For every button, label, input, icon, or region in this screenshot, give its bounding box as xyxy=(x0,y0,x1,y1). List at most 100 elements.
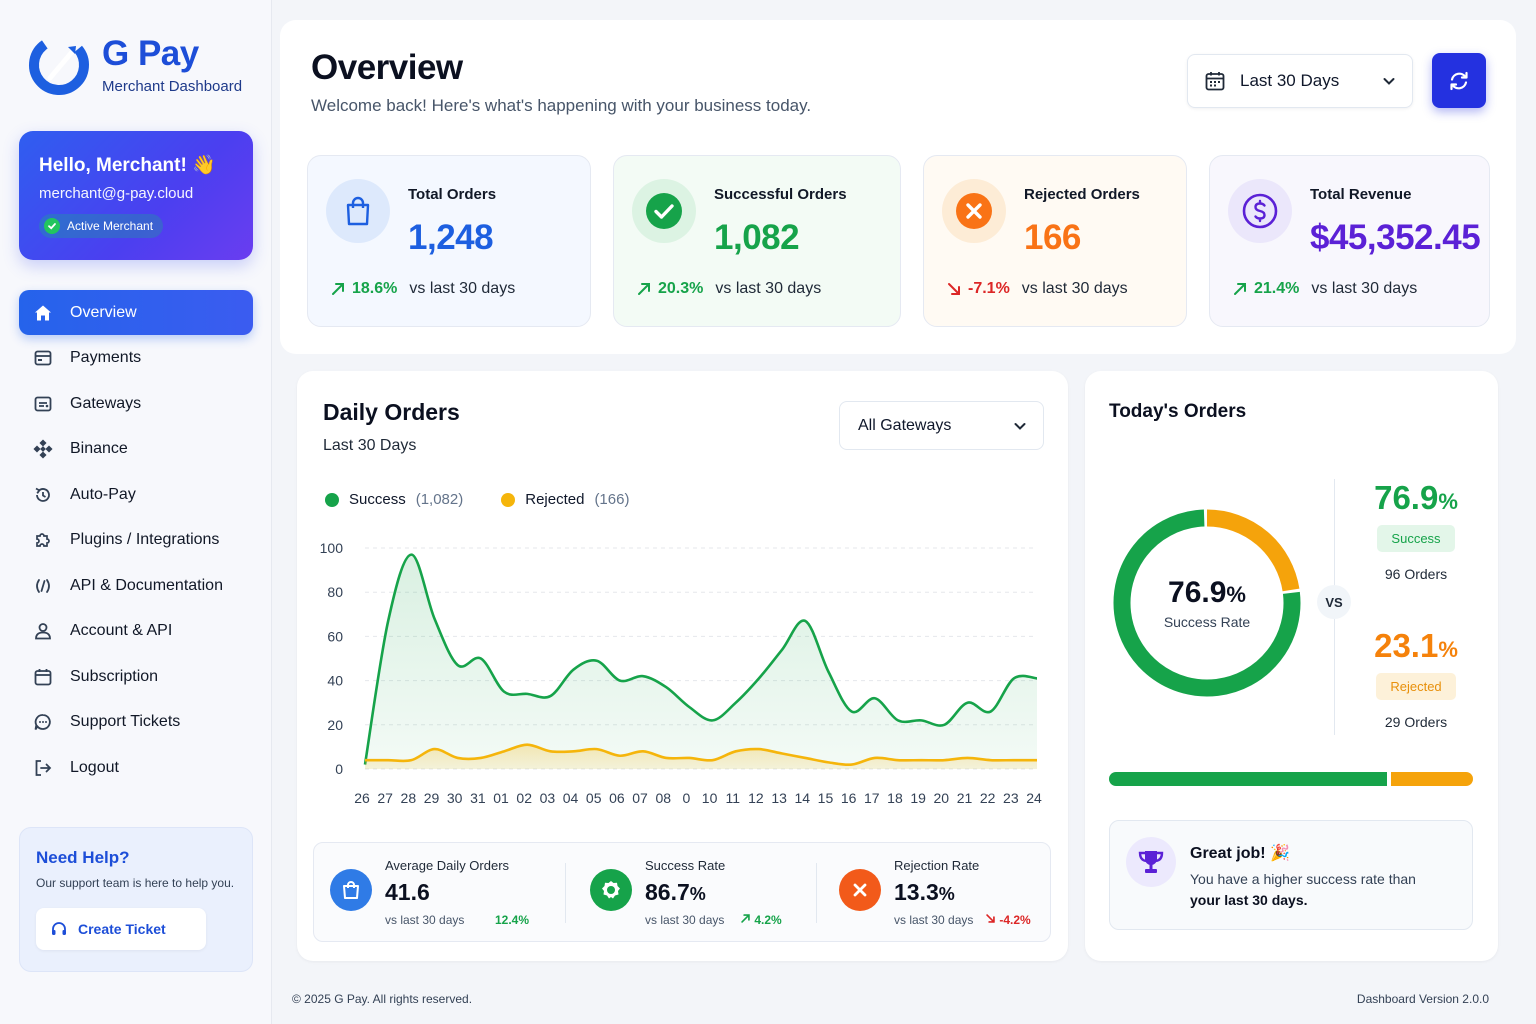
x-circle-icon xyxy=(839,869,881,911)
stat-value: 1,082 xyxy=(714,218,800,257)
mini-vs: vs last 30 days xyxy=(645,913,725,927)
x-tick-label: 17 xyxy=(864,790,880,806)
x-tick-label: 20 xyxy=(934,790,950,806)
x-tick-label: 16 xyxy=(841,790,857,806)
stat-label: Rejected Orders xyxy=(1024,186,1140,203)
legend-dot-rejected xyxy=(501,492,516,507)
success-summary: 76.9% Success 96 Orders xyxy=(1366,479,1466,582)
donut-rejected-arc xyxy=(1113,509,1301,697)
trend-down-icon xyxy=(948,283,960,295)
sidebar-item-support[interactable]: Support Tickets xyxy=(19,700,253,745)
progress-success xyxy=(1109,772,1387,786)
chat-icon xyxy=(33,712,53,732)
logout-icon xyxy=(33,758,53,778)
x-tick-label: 15 xyxy=(818,790,834,806)
rejected-orders-card[interactable]: Rejected Orders 166 -7.1% vs last 30 day… xyxy=(923,155,1187,327)
sidebar-item-payments[interactable]: Payments xyxy=(19,336,253,381)
donut-success-arc xyxy=(1113,509,1301,697)
daily-summary-bar: Average Daily Orders 41.6 vs last 30 day… xyxy=(313,842,1051,942)
x-tick-label: 24 xyxy=(1026,790,1042,806)
sidebar-item-overview[interactable]: Overview xyxy=(19,290,253,335)
x-tick-label: 31 xyxy=(470,790,486,806)
legend-item-success[interactable]: Success (1,082) xyxy=(325,491,463,508)
great-job-text: You have a higher success rate than your … xyxy=(1190,871,1416,908)
stat-footer: 20.3% vs last 30 days xyxy=(636,280,821,298)
stat-footer: 18.6% vs last 30 days xyxy=(330,280,515,298)
rejection-rate-stat: Rejection Rate 13.3% vs last 30 days -4.… xyxy=(839,843,1044,943)
sidebar-item-account[interactable]: Account & API xyxy=(19,609,253,654)
x-tick-label: 23 xyxy=(1003,790,1019,806)
total-orders-card[interactable]: Total Orders 1,248 18.6% vs last 30 days xyxy=(307,155,591,327)
y-tick-label: 100 xyxy=(320,540,344,556)
brand-logo[interactable]: G Pay Merchant Dashboard xyxy=(28,34,242,96)
stat-value: 166 xyxy=(1024,218,1081,257)
calendar-icon xyxy=(1205,72,1225,91)
sidebar-item-autopay[interactable]: Auto-Pay xyxy=(19,472,253,517)
line-success xyxy=(363,553,1038,765)
sidebar-item-label: Binance xyxy=(70,440,128,457)
progress-rejected xyxy=(1390,772,1473,786)
binance-icon xyxy=(33,439,53,459)
trend-down-icon xyxy=(986,914,995,923)
great-job-card: Great job! 🎉 You have a higher success r… xyxy=(1109,820,1473,930)
date-range-select[interactable]: Last 30 Days xyxy=(1187,54,1413,108)
x-tick-label: 10 xyxy=(702,790,718,806)
user-icon xyxy=(33,621,53,641)
vs-badge: VS xyxy=(1317,585,1351,619)
x-tick-label: 0 xyxy=(683,790,691,806)
refresh-button[interactable] xyxy=(1432,53,1486,108)
sidebar-item-label: Payments xyxy=(70,349,142,366)
sidebar-item-label: Subscription xyxy=(70,667,159,685)
mini-vs: vs last 30 days xyxy=(894,913,974,927)
great-job-title: Great job! 🎉 xyxy=(1190,845,1290,862)
legend-label: Success xyxy=(349,491,406,508)
check-circle-icon xyxy=(632,179,696,243)
refresh-icon xyxy=(1450,71,1468,90)
sidebar-item-binance[interactable]: Binance xyxy=(19,427,253,472)
sidebar-item-logout[interactable]: Logout xyxy=(19,745,253,790)
divider xyxy=(816,863,817,923)
create-ticket-label: Create Ticket xyxy=(78,921,166,937)
badge-icon xyxy=(590,869,632,911)
line-rejected xyxy=(364,743,1037,767)
x-tick-label: 03 xyxy=(540,790,556,806)
divider xyxy=(565,863,566,923)
successful-orders-card[interactable]: Successful Orders 1,082 20.3% vs last 30… xyxy=(613,155,901,327)
sidebar-item-label: Auto-Pay xyxy=(70,485,136,503)
puzzle-icon xyxy=(33,530,53,550)
create-ticket-button[interactable]: Create Ticket xyxy=(36,908,206,950)
gateway-select[interactable]: All Gateways xyxy=(839,401,1044,450)
area-success xyxy=(365,554,1037,769)
page-subtitle: Welcome back! Here's what's happening wi… xyxy=(311,96,812,115)
x-tick-label: 05 xyxy=(586,790,602,806)
stat-change: -7.1% xyxy=(968,280,1010,297)
x-tick-label: 22 xyxy=(980,790,996,806)
sidebar-item-plugins[interactable]: Plugins / Integrations xyxy=(19,518,253,563)
sidebar-item-subscription[interactable]: Subscription xyxy=(19,654,253,699)
trophy-icon xyxy=(1126,837,1176,887)
merchant-email: merchant@g-pay.cloud xyxy=(39,185,194,202)
help-card: Need Help? Our support team is here to h… xyxy=(19,827,253,972)
help-text: Our support team is here to help you. xyxy=(36,876,235,890)
mini-vs: vs last 30 days xyxy=(385,913,465,927)
stat-footer: -7.1% vs last 30 days xyxy=(946,280,1128,298)
sidebar-item-label: Plugins / Integrations xyxy=(70,531,220,548)
mini-label: Average Daily Orders xyxy=(385,858,510,873)
avg-daily-orders-stat: Average Daily Orders 41.6 vs last 30 day… xyxy=(330,843,550,943)
x-tick-label: 04 xyxy=(563,790,579,806)
donut-label: Success Rate xyxy=(1163,614,1251,630)
home-icon xyxy=(33,303,53,323)
legend-item-rejected[interactable]: Rejected (166) xyxy=(501,491,629,508)
x-tick-label: 01 xyxy=(493,790,509,806)
gateway-select-label: All Gateways xyxy=(858,416,952,434)
mini-label: Rejection Rate xyxy=(894,858,980,873)
headset-icon xyxy=(52,922,66,935)
todays-orders-title: Today's Orders xyxy=(1109,401,1247,422)
mini-change: 12.4% xyxy=(495,913,530,927)
sidebar-item-gateways[interactable]: Gateways xyxy=(19,381,253,426)
total-revenue-card[interactable]: Total Revenue $45,352.45 21.4% vs last 3… xyxy=(1209,155,1490,327)
check-icon xyxy=(44,218,60,234)
sidebar-item-label: Gateways xyxy=(70,394,142,412)
sidebar-item-api-docs[interactable]: API & Documentation xyxy=(19,563,253,608)
